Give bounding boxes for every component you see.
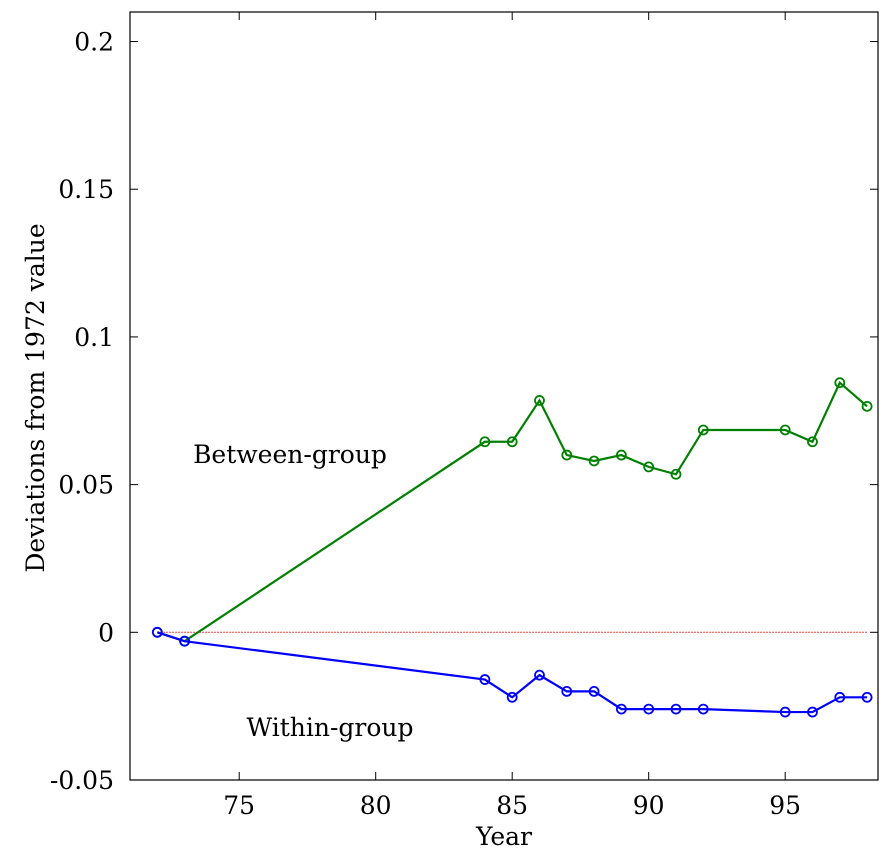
x-axis-label: Year [475, 822, 532, 851]
data-point-between-group [861, 400, 873, 412]
data-point-between-group [479, 436, 491, 448]
x-tick-label: 95 [769, 791, 801, 820]
data-point-within-group [534, 669, 545, 681]
data-point-within-group [861, 691, 873, 703]
y-tick-label: -0.05 [50, 766, 114, 795]
y-tick-label: 0.05 [58, 471, 114, 500]
data-point-within-group [807, 706, 818, 718]
x-tick-label: 80 [360, 791, 392, 820]
series-line-between-group [156, 380, 868, 643]
data-point-between-group [670, 468, 682, 480]
y-axis-label: Deviations from 1972 value [21, 223, 50, 572]
series-label-within-group: Within-group [246, 713, 413, 742]
data-point-within-group [179, 635, 190, 647]
data-point-between-group [807, 436, 818, 448]
data-point-between-group [834, 377, 846, 389]
data-point-within-group [697, 703, 709, 715]
data-point-between-group [506, 436, 518, 448]
data-point-within-group [615, 703, 627, 715]
x-tick-label: 85 [496, 791, 528, 820]
plot-area [129, 11, 879, 781]
data-point-within-group [779, 706, 791, 718]
data-point-within-group [561, 685, 573, 697]
data-point-within-group [643, 703, 655, 715]
series-label-between-group: Between-group [193, 440, 387, 469]
x-tick-label: 75 [223, 791, 255, 820]
y-tick-label: 0.15 [58, 175, 114, 204]
data-point-between-group [697, 424, 709, 436]
data-point-within-group [588, 685, 600, 697]
data-point-within-group [506, 691, 518, 703]
data-point-between-group [615, 449, 627, 461]
y-tick-label: 0.2 [74, 28, 114, 57]
data-point-within-group [479, 674, 491, 685]
series-line-within-group [156, 631, 868, 714]
y-tick-label: 0.1 [74, 323, 114, 352]
data-point-within-group [834, 691, 846, 703]
data-point-within-group [670, 703, 682, 715]
data-point-between-group [561, 449, 573, 461]
data-point-within-group [151, 626, 163, 638]
data-point-between-group [643, 461, 655, 473]
data-point-between-group [779, 424, 791, 436]
data-point-between-group [534, 395, 545, 406]
y-tick-label: 0 [98, 618, 114, 647]
x-tick-label: 90 [633, 791, 665, 820]
data-point-between-group [588, 455, 600, 467]
